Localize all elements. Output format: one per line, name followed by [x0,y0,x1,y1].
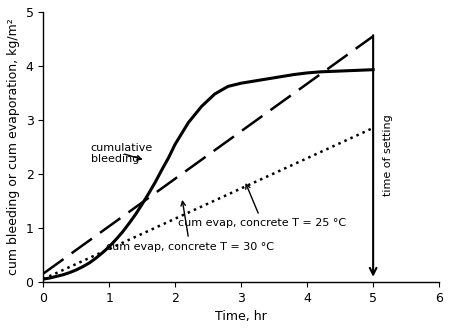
Text: cum evap, concrete T = 25 °C: cum evap, concrete T = 25 °C [179,184,346,228]
Text: cum evap, concrete T = 30 °C: cum evap, concrete T = 30 °C [106,201,274,252]
Y-axis label: cum bleeding or cum evaporation, kg/m²: cum bleeding or cum evaporation, kg/m² [7,18,20,275]
Text: cumulative
bleeding: cumulative bleeding [91,143,153,164]
X-axis label: Time, hr: Time, hr [215,310,267,323]
Text: time of setting: time of setting [383,114,393,196]
